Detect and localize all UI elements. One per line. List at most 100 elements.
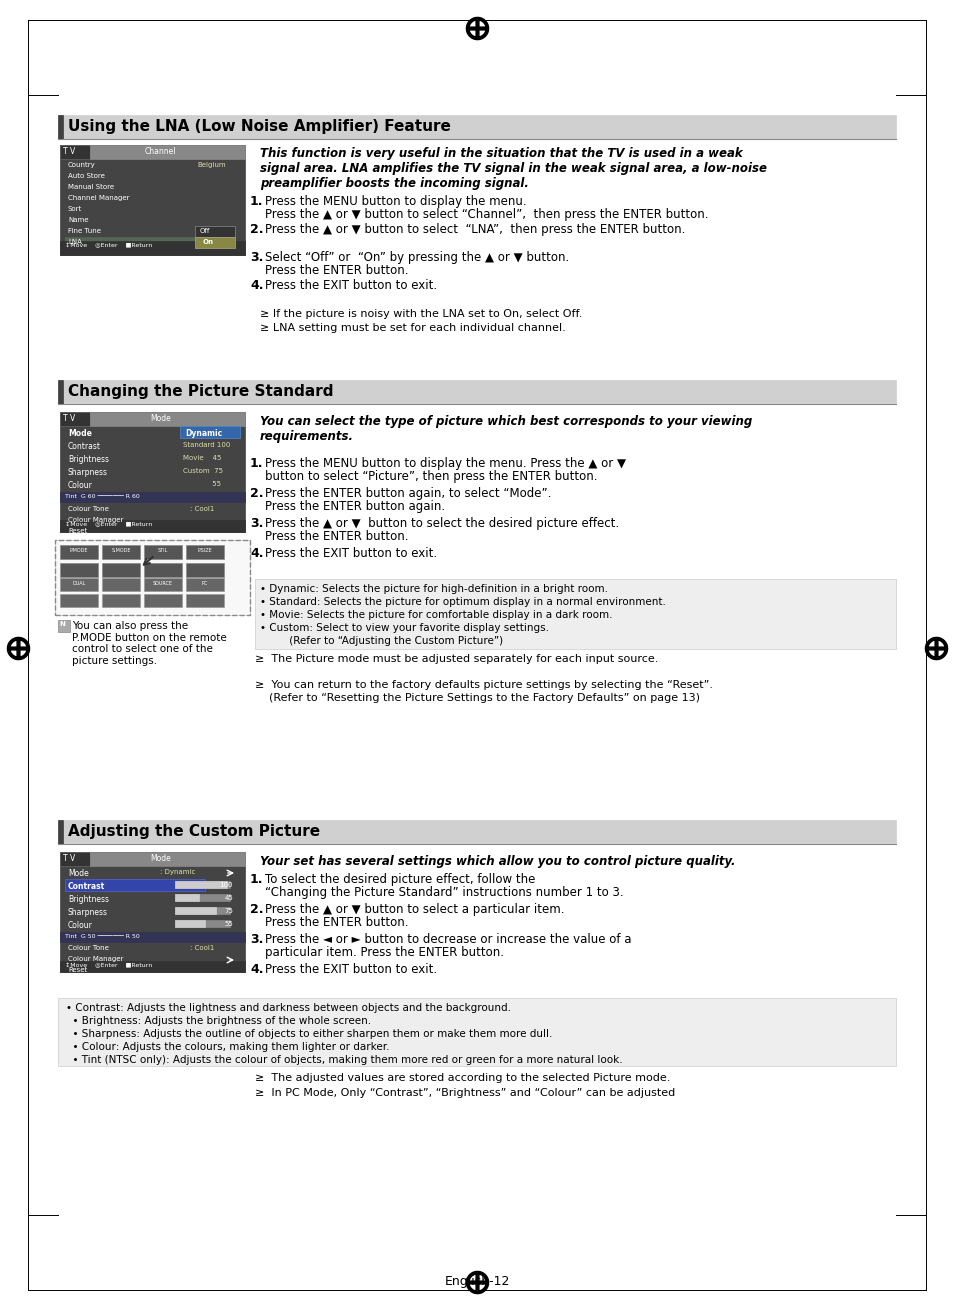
Bar xyxy=(60,520,245,532)
Text: Mode: Mode xyxy=(68,869,89,878)
Text: LNA: LNA xyxy=(68,238,82,245)
Bar xyxy=(60,145,90,159)
Text: 4.: 4. xyxy=(250,963,263,976)
Bar xyxy=(60,578,98,591)
Text: P.MODE: P.MODE xyxy=(70,548,89,553)
Text: 55: 55 xyxy=(224,921,233,927)
Text: 2.: 2. xyxy=(250,487,263,500)
Text: SOURCE: SOURCE xyxy=(152,582,172,586)
Bar xyxy=(174,882,227,888)
Text: ≥  In PC Mode, Only “Contrast”, “Brightness” and “Colour” can be adjusted: ≥ In PC Mode, Only “Contrast”, “Brightne… xyxy=(254,1089,675,1098)
Bar xyxy=(55,540,250,614)
Text: particular item. Press the ENTER button.: particular item. Press the ENTER button. xyxy=(265,946,503,959)
Bar xyxy=(90,852,245,866)
Text: T V: T V xyxy=(63,854,75,863)
Text: Tint  G 60 ─────── R 60: Tint G 60 ─────── R 60 xyxy=(65,494,139,499)
Text: Brightness: Brightness xyxy=(68,455,109,464)
Text: Adjusting the Custom Picture: Adjusting the Custom Picture xyxy=(68,824,320,838)
Text: Press the ENTER button again, to select “Mode”.: Press the ENTER button again, to select … xyxy=(265,487,551,500)
Text: ≥  The Picture mode must be adjusted separately for each input source.: ≥ The Picture mode must be adjusted sepa… xyxy=(254,654,658,664)
Bar xyxy=(186,593,224,607)
Text: T V: T V xyxy=(63,414,75,423)
Text: Auto Store: Auto Store xyxy=(68,173,105,179)
Bar xyxy=(174,882,230,888)
Text: ↕Move    ◎Enter    ■Return: ↕Move ◎Enter ■Return xyxy=(65,242,152,249)
Text: Select “Off” or  “On” by pressing the ▲ or ▼ button.: Select “Off” or “On” by pressing the ▲ o… xyxy=(265,252,569,265)
Text: (Refer to “Resetting the Picture Settings to the Factory Defaults” on page 13): (Refer to “Resetting the Picture Setting… xyxy=(254,693,700,703)
Bar xyxy=(174,907,230,914)
Bar xyxy=(60,852,90,866)
Bar xyxy=(144,578,182,591)
Text: Sharpness: Sharpness xyxy=(68,468,108,477)
Bar xyxy=(174,907,215,914)
Text: Country: Country xyxy=(68,162,95,168)
Text: 75: 75 xyxy=(224,908,233,914)
Text: PC: PC xyxy=(202,582,208,586)
Text: You can select the type of picture which best corresponds to your viewing
requir: You can select the type of picture which… xyxy=(260,415,752,443)
Text: To select the desired picture effect, follow the: To select the desired picture effect, fo… xyxy=(265,872,535,886)
Text: ≥ LNA setting must be set for each individual channel.: ≥ LNA setting must be set for each indiv… xyxy=(260,324,565,333)
Bar xyxy=(60,545,98,559)
Text: Press the MENU button to display the menu. Press the ▲ or ▼: Press the MENU button to display the men… xyxy=(265,457,625,470)
Text: Press the ENTER button.: Press the ENTER button. xyxy=(265,265,408,276)
Text: Off: Off xyxy=(200,228,211,234)
Bar xyxy=(144,563,182,576)
Text: 4.: 4. xyxy=(250,548,263,559)
Bar xyxy=(65,237,194,248)
Text: Colour Manager: Colour Manager xyxy=(68,517,123,523)
Text: Colour Manager: Colour Manager xyxy=(68,956,123,962)
Bar xyxy=(90,145,245,159)
Text: Mode: Mode xyxy=(150,854,171,863)
Text: • Custom: Select to view your favorite display settings.: • Custom: Select to view your favorite d… xyxy=(260,624,548,633)
Bar xyxy=(58,820,63,844)
Text: Changing the Picture Standard: Changing the Picture Standard xyxy=(68,384,334,400)
Text: : Dynamic: : Dynamic xyxy=(160,869,195,875)
Text: Name: Name xyxy=(68,217,89,223)
Bar xyxy=(90,413,245,426)
Text: 55: 55 xyxy=(183,481,221,487)
Text: “Changing the Picture Standard” instructions number 1 to 3.: “Changing the Picture Standard” instruct… xyxy=(265,886,623,899)
Text: Reset: Reset xyxy=(68,967,87,973)
Text: • Colour: Adjusts the colours, making them lighter or darker.: • Colour: Adjusts the colours, making th… xyxy=(66,1041,389,1052)
Bar xyxy=(254,579,895,648)
Text: Tint  G 50 ─────── R 50: Tint G 50 ─────── R 50 xyxy=(65,934,139,939)
Text: 4.: 4. xyxy=(250,279,263,292)
Bar xyxy=(60,852,245,972)
Text: Movie    45: Movie 45 xyxy=(183,455,221,461)
Text: ↕Move    ◎Enter    ■Return: ↕Move ◎Enter ■Return xyxy=(65,963,152,968)
Text: 1.: 1. xyxy=(250,457,263,470)
Text: 3.: 3. xyxy=(250,252,263,265)
Text: Dynamic: Dynamic xyxy=(185,428,222,438)
Text: Colour Tone: Colour Tone xyxy=(68,945,109,951)
Text: (Refer to “Adjusting the Custom Picture”): (Refer to “Adjusting the Custom Picture”… xyxy=(260,635,502,646)
Bar xyxy=(55,540,250,614)
Text: Press the MENU button to display the menu.: Press the MENU button to display the men… xyxy=(265,195,526,208)
Bar xyxy=(186,563,224,576)
Bar xyxy=(60,413,245,532)
Bar xyxy=(102,593,140,607)
Text: 2.: 2. xyxy=(250,223,263,236)
Text: 1.: 1. xyxy=(250,872,263,886)
Text: T V: T V xyxy=(63,147,75,156)
Text: On: On xyxy=(203,238,213,245)
Text: Belgium: Belgium xyxy=(196,162,226,168)
Text: 3.: 3. xyxy=(250,517,263,531)
Text: Press the ▲ or ▼ button to select a particular item.: Press the ▲ or ▼ button to select a part… xyxy=(265,903,564,916)
Text: Brightness: Brightness xyxy=(68,895,109,904)
Text: • Contrast: Adjusts the lightness and darkness between objects and the backgroun: • Contrast: Adjusts the lightness and da… xyxy=(66,1003,511,1013)
Text: • Dynamic: Selects the picture for high-definition in a bright room.: • Dynamic: Selects the picture for high-… xyxy=(260,584,607,593)
Bar xyxy=(60,563,98,576)
Text: Channel Manager: Channel Manager xyxy=(68,195,130,200)
Text: 2.: 2. xyxy=(250,903,263,916)
Text: Press the ◄ or ► button to decrease or increase the value of a: Press the ◄ or ► button to decrease or i… xyxy=(265,933,631,946)
Text: You can also press the
P.MODE button on the remote
control to select one of the
: You can also press the P.MODE button on … xyxy=(71,621,227,665)
Text: S.MODE: S.MODE xyxy=(112,548,131,553)
Text: Reset: Reset xyxy=(68,528,87,534)
Bar xyxy=(60,493,245,502)
Text: Standard 100: Standard 100 xyxy=(183,441,230,448)
Text: : Cool1: : Cool1 xyxy=(190,506,214,512)
Text: Mode: Mode xyxy=(150,414,171,423)
Bar xyxy=(102,578,140,591)
Bar xyxy=(60,593,98,607)
Bar xyxy=(174,893,199,901)
